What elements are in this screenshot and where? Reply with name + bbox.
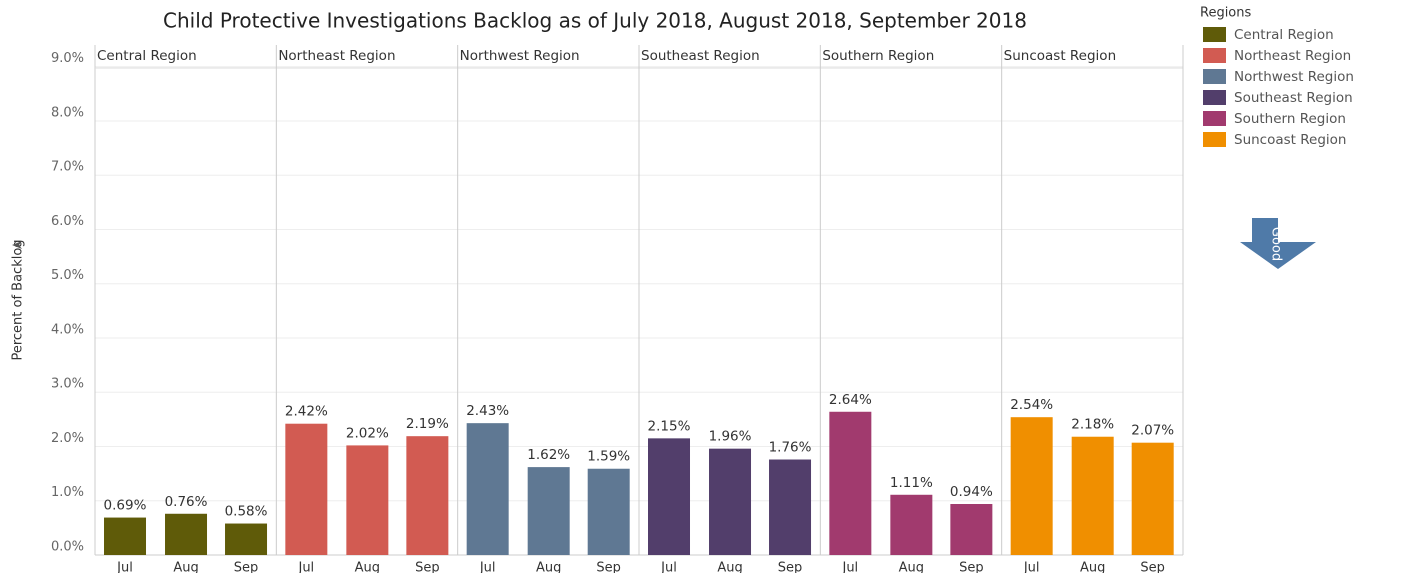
x-tick-label: Jul [297,561,314,573]
x-tick-label: Sep [234,561,259,573]
value-label: 1.11% [890,475,933,491]
panel-header: Suncoast Region [1004,48,1116,64]
value-label: 1.76% [769,440,812,456]
x-tick-label: Sep [415,561,440,573]
value-label: 1.96% [709,429,752,445]
y-tick-label: 6.0% [51,214,84,229]
legend-label: Southeast Region [1234,90,1353,106]
bar [104,517,147,555]
panel-header: Southern Region [822,48,934,64]
bar [829,411,872,555]
x-tick-label: Aug [355,561,380,573]
bar [890,494,933,555]
y-tick-label: 3.0% [51,377,84,392]
x-tick-label: Jul [660,561,677,573]
bar [769,459,812,555]
x-tick-label: Sep [778,561,803,573]
value-label: 1.59% [587,449,630,465]
x-tick-label: Aug [1080,561,1105,573]
value-label: 2.02% [346,425,389,441]
bar [527,467,570,555]
legend-label: Suncoast Region [1234,132,1346,148]
bar [165,513,208,555]
y-tick-label: 8.0% [51,105,84,120]
x-tick-label: Jul [116,561,133,573]
x-tick-label: Sep [959,561,984,573]
panel-header: Northwest Region [460,48,580,64]
x-tick-label: Aug [899,561,924,573]
legend-swatch [1203,132,1226,147]
legend-swatch [1203,90,1226,105]
y-tick-label: 5.0% [51,268,84,283]
legend-label: Central Region [1234,27,1334,43]
legend-label: Northwest Region [1234,69,1354,85]
x-tick-label: Sep [596,561,621,573]
value-label: 1.62% [527,447,570,463]
bar [709,448,752,555]
panel-header: Northeast Region [278,48,395,64]
y-tick-label: 2.0% [51,431,84,446]
value-label: 0.94% [950,484,993,500]
bar [225,523,268,555]
bar [950,504,993,555]
value-label: 0.76% [165,494,208,510]
value-label: 2.18% [1071,417,1114,433]
x-tick-label: Jul [479,561,496,573]
x-tick-label: Jul [841,561,858,573]
bar [466,423,509,555]
value-label: 2.42% [285,404,328,420]
legend-title: Regions [1200,6,1252,21]
bar [648,438,691,555]
bar [346,445,389,555]
annotation: Good [1269,227,1284,261]
bar [1071,436,1114,555]
x-tick-label: Aug [717,561,742,573]
legend-swatch [1203,111,1226,126]
y-axis-label: Percent of Backlog [11,239,26,360]
y-tick-label: 4.0% [51,322,84,337]
legend-label: Southern Region [1234,111,1346,127]
value-label: 0.69% [104,498,147,514]
x-tick-label: Sep [1140,561,1165,573]
bar [406,436,449,555]
y-tick-label: 7.0% [51,160,84,175]
value-label: 2.19% [406,416,449,432]
legend-label: Northeast Region [1234,48,1351,64]
bar [1131,442,1174,555]
value-label: 2.07% [1131,423,1174,439]
panel-header: Southeast Region [641,48,760,64]
legend-swatch [1203,69,1226,84]
panel-header: Central Region [97,48,197,64]
x-tick-label: Aug [536,561,561,573]
y-tick-label: 1.0% [51,485,84,500]
chart-title: Child Protective Investigations Backlog … [163,9,1027,33]
legend-swatch [1203,27,1226,42]
value-label: 0.58% [225,504,268,520]
value-label: 2.15% [648,418,691,434]
value-label: 2.54% [1010,397,1053,413]
bar [587,468,630,555]
legend-swatch [1203,48,1226,63]
x-tick-label: Aug [173,561,198,573]
bar [1010,417,1053,555]
pin-icon [12,241,22,249]
value-label: 2.43% [466,403,509,419]
value-label: 2.64% [829,392,872,408]
good-arrow: Good [1240,218,1316,269]
y-tick-label: 0.0% [51,540,84,555]
x-tick-label: Jul [1023,561,1040,573]
y-tick-label: 9.0% [51,51,84,66]
bar [285,423,328,555]
